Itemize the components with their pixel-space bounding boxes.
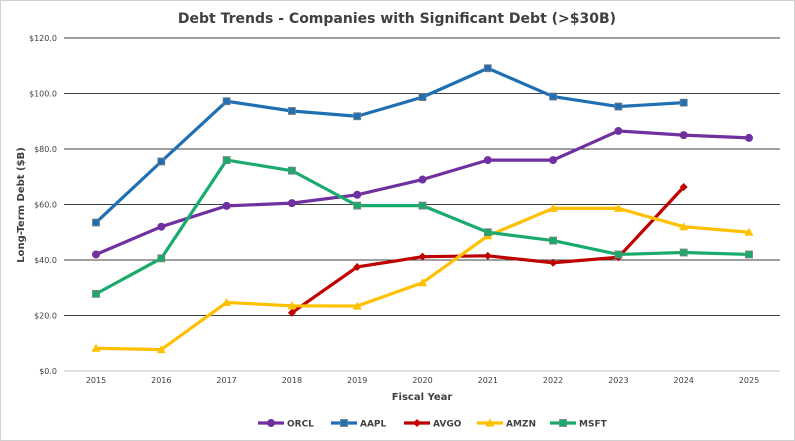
legend-item-orcl: ORCL xyxy=(258,419,314,430)
data-point-aapl xyxy=(287,107,296,115)
data-point-msft xyxy=(549,236,557,245)
data-point-orcl xyxy=(418,175,427,184)
series-line-orcl xyxy=(95,129,750,256)
legend-marker-aapl xyxy=(340,419,348,427)
data-point-avgo xyxy=(679,183,688,192)
data-point-msft xyxy=(614,250,623,259)
data-point-aapl xyxy=(483,64,492,73)
data-point-amzn xyxy=(679,222,689,231)
data-point-aapl xyxy=(222,97,231,106)
data-point-avgo xyxy=(418,252,427,261)
data-point-amzn xyxy=(613,203,623,212)
series-group xyxy=(91,64,754,354)
data-point-amzn xyxy=(156,345,166,354)
series-line-aapl xyxy=(94,66,684,224)
x-tick-label: 2022 xyxy=(543,376,563,385)
y-tick-label: $120.0 xyxy=(29,34,57,43)
data-point-amzn xyxy=(548,203,558,212)
data-point-amzn xyxy=(744,227,754,236)
x-tick-label: 2024 xyxy=(674,376,694,385)
legend-marker-amzn xyxy=(485,418,495,427)
data-point-orcl xyxy=(614,126,623,135)
data-point-amzn xyxy=(352,301,362,310)
data-point-orcl xyxy=(483,156,492,165)
x-axis-ticks: 2015 2016 2017 2018 2019 2020 2021 2022 2023 2024… xyxy=(86,376,759,385)
data-point-msft xyxy=(679,248,688,257)
y-tick-label: $0.0 xyxy=(39,367,57,376)
y-tick-label: $20.0 xyxy=(34,312,57,321)
data-point-msft xyxy=(418,201,427,210)
x-tick-label: 2015 xyxy=(86,376,106,385)
x-tick-label: 2023 xyxy=(608,376,628,385)
legend-marker-avgo xyxy=(413,419,421,427)
data-point-avgo xyxy=(353,262,362,271)
series-avgo xyxy=(287,183,688,317)
legend: ORCL AAPL AVGO AMZN MSFT xyxy=(258,418,608,430)
legend-label-aapl: AAPL xyxy=(360,420,387,430)
legend-item-aapl: AAPL xyxy=(331,419,387,430)
y-tick-label: $100.0 xyxy=(29,90,57,99)
data-point-orcl xyxy=(287,199,296,208)
data-point-amzn xyxy=(287,301,297,310)
x-tick-label: 2017 xyxy=(216,376,236,385)
data-point-aapl xyxy=(614,102,623,111)
x-tick-label: 2021 xyxy=(478,376,498,385)
y-tick-label: $60.0 xyxy=(34,201,57,210)
data-point-aapl xyxy=(679,98,688,107)
legend-label-amzn: AMZN xyxy=(506,420,536,430)
data-point-aapl xyxy=(92,218,100,227)
series-orcl xyxy=(92,126,753,259)
data-point-avgo xyxy=(549,258,558,267)
y-tick-label: $80.0 xyxy=(34,145,57,154)
data-point-aapl xyxy=(157,157,166,166)
data-point-orcl xyxy=(92,250,100,259)
y-axis-ticks: $0.0 $20.0 $40.0 $60.0 $80.0 $100.0 $120.0 xyxy=(29,34,57,376)
y-axis-label: Long-Term Debt ($B) xyxy=(16,147,27,263)
data-point-msft xyxy=(287,166,296,175)
x-tick-label: 2020 xyxy=(412,376,432,385)
legend-label-orcl: ORCL xyxy=(287,420,314,430)
series-msft xyxy=(92,156,753,298)
data-point-amzn xyxy=(222,297,232,306)
data-point-aapl xyxy=(418,93,427,102)
legend-marker-msft xyxy=(559,419,567,427)
data-point-aapl xyxy=(353,112,362,121)
data-point-orcl xyxy=(745,133,753,142)
legend-marker-orcl xyxy=(267,419,275,427)
legend-item-amzn: AMZN xyxy=(477,418,536,430)
series-amzn xyxy=(91,203,754,354)
data-point-orcl xyxy=(679,131,688,140)
data-point-avgo xyxy=(483,251,492,260)
data-point-aapl xyxy=(549,92,557,101)
legend-item-avgo: AVGO xyxy=(404,419,462,430)
series-line-avgo xyxy=(290,185,685,315)
x-tick-label: 2016 xyxy=(151,376,171,385)
data-point-msft xyxy=(92,289,100,298)
data-point-orcl xyxy=(549,156,558,165)
data-point-msft xyxy=(483,228,492,237)
x-tick-label: 2019 xyxy=(347,376,367,385)
legend-label-avgo: AVGO xyxy=(433,420,462,430)
y-tick-label: $40.0 xyxy=(34,256,57,265)
x-axis-label: Fiscal Year xyxy=(392,392,453,403)
series-aapl xyxy=(92,64,688,227)
data-point-msft xyxy=(745,250,753,259)
chart-title: Debt Trends - Companies with Significant… xyxy=(178,11,616,27)
data-point-avgo xyxy=(287,308,296,317)
data-point-orcl xyxy=(222,201,231,210)
data-point-msft xyxy=(157,254,166,263)
data-point-msft xyxy=(353,201,362,210)
data-point-msft xyxy=(222,156,231,165)
x-tick-label: 2018 xyxy=(282,376,302,385)
legend-label-msft: MSFT xyxy=(579,420,608,430)
data-point-orcl xyxy=(353,190,362,199)
x-tick-label: 2025 xyxy=(739,376,759,385)
legend-item-msft: MSFT xyxy=(550,419,608,430)
data-point-orcl xyxy=(157,222,166,231)
data-point-amzn xyxy=(418,278,427,287)
data-point-amzn xyxy=(91,343,101,352)
